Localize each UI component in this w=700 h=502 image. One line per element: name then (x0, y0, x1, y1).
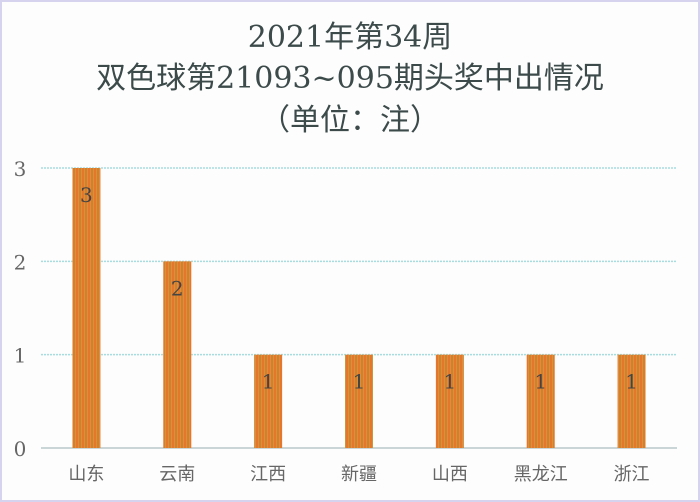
chart-title-line-3: （单位：注） (260, 103, 440, 138)
data-label: 2 (171, 276, 184, 300)
data-label: 3 (80, 183, 93, 207)
bar (72, 168, 101, 448)
bar (345, 354, 373, 448)
data-label: 1 (262, 370, 275, 394)
chart-title-line-2: 双色球第21093~095期头奖中出情况 (96, 61, 604, 96)
y-tick-label: 2 (14, 250, 27, 274)
data-label: 1 (534, 370, 547, 394)
bar (163, 261, 192, 448)
x-tick-label: 黑龙江 (514, 464, 568, 485)
data-label: 1 (625, 370, 638, 394)
bar (435, 354, 464, 448)
bar (526, 354, 555, 448)
x-tick-label: 新疆 (341, 464, 377, 485)
x-tick-label: 江西 (250, 464, 286, 485)
x-tick-label: 浙江 (614, 464, 650, 485)
y-tick-label: 0 (14, 437, 27, 461)
x-tick-label: 山西 (432, 464, 468, 485)
bar (254, 354, 283, 448)
data-label: 1 (353, 370, 366, 394)
data-label: 1 (443, 370, 456, 394)
x-tick-label: 云南 (159, 464, 195, 485)
y-tick-label: 3 (14, 157, 27, 181)
x-tick-label: 山东 (68, 464, 104, 485)
y-tick-label: 1 (14, 344, 27, 368)
bar (617, 354, 646, 448)
chart-title-line-1: 2021年第34周 (247, 20, 453, 55)
